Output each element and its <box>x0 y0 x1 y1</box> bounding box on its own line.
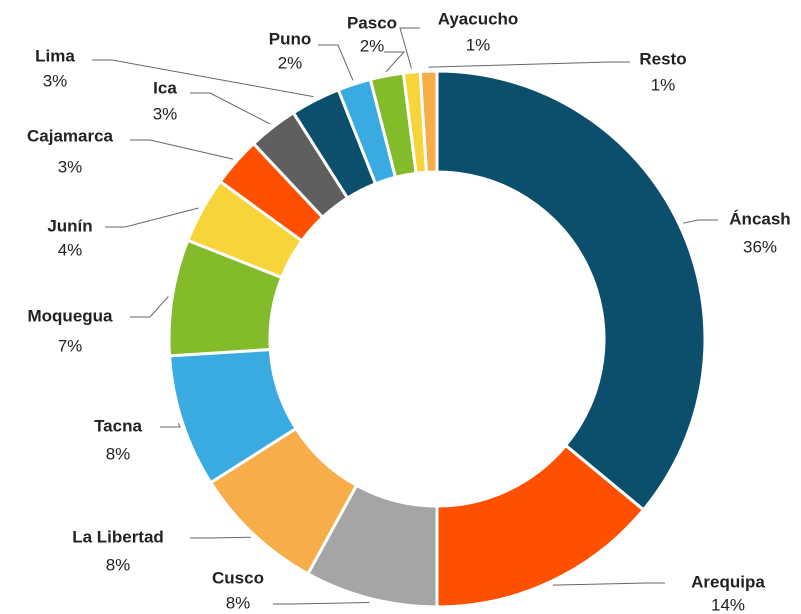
value-label: 1% <box>466 35 491 54</box>
leader-line <box>130 139 234 160</box>
category-label: Resto <box>639 49 686 68</box>
category-label: Tacna <box>94 416 142 435</box>
category-label: Puno <box>269 29 312 48</box>
value-label: 3% <box>58 157 83 176</box>
category-label: Lima <box>35 46 75 65</box>
value-label: 8% <box>106 444 131 463</box>
value-label: 14% <box>711 595 745 614</box>
category-label: Ayacucho <box>438 9 519 28</box>
category-label: Pasco <box>347 13 397 32</box>
value-label: 4% <box>58 240 83 259</box>
category-label: Arequipa <box>691 572 765 591</box>
donut-segment <box>435 69 707 512</box>
leader-line <box>92 59 314 98</box>
leader-line <box>318 44 354 81</box>
category-label: Moquegua <box>28 306 114 325</box>
value-label: 8% <box>106 555 131 574</box>
leader-line <box>190 92 271 125</box>
value-label: 2% <box>360 36 385 55</box>
category-label: Áncash <box>729 209 790 228</box>
donut-segment <box>418 69 439 174</box>
leader-line <box>683 219 718 224</box>
leader-line <box>428 61 630 68</box>
category-label: La Libertad <box>72 527 164 546</box>
leader-line <box>130 296 169 318</box>
value-label: 3% <box>153 104 178 123</box>
value-label: 2% <box>278 53 303 72</box>
value-label: 8% <box>226 593 251 612</box>
leader-line <box>105 207 199 228</box>
value-label: 3% <box>43 71 68 90</box>
leader-line <box>160 422 181 428</box>
category-label: Cajamarca <box>27 126 114 145</box>
leader-line <box>273 601 370 605</box>
leader-line <box>399 27 420 69</box>
category-label: Cusco <box>212 568 264 587</box>
value-label: 7% <box>58 336 83 355</box>
leader-line <box>384 51 406 73</box>
value-label: 1% <box>651 75 676 94</box>
value-label: 36% <box>743 237 777 256</box>
category-label: Ica <box>153 78 177 97</box>
category-label: Junín <box>47 216 92 235</box>
leader-line <box>552 582 665 586</box>
leader-line <box>190 536 251 539</box>
